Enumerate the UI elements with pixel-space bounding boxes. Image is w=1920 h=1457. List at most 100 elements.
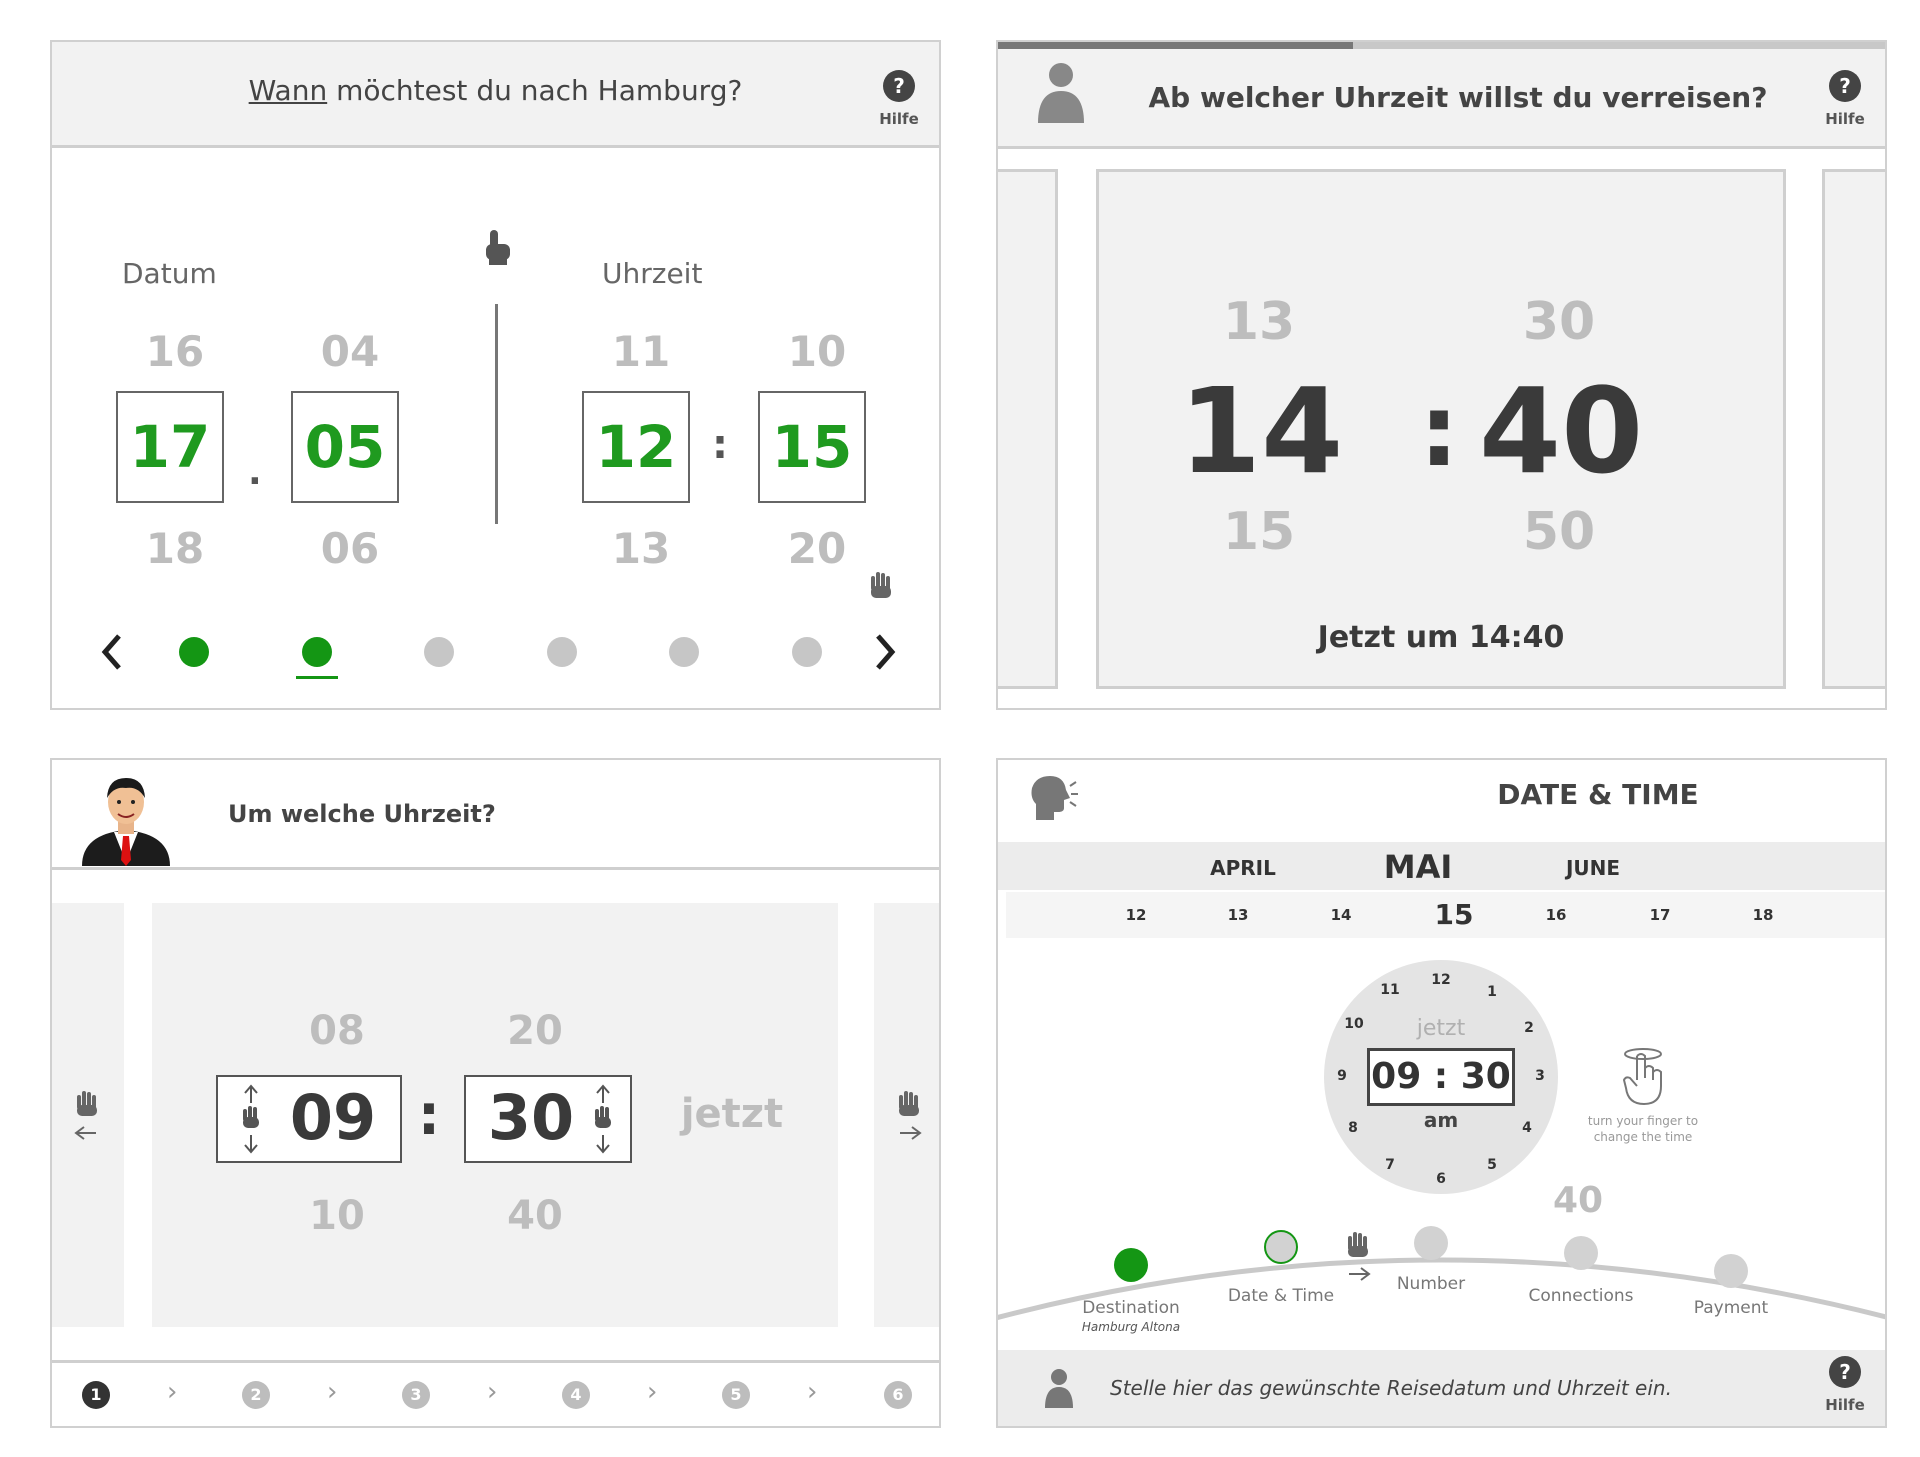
chevron-right-icon[interactable] <box>870 632 900 672</box>
month-next[interactable]: JUNE <box>1565 856 1621 880</box>
month-prev[interactable]: APRIL <box>1210 856 1276 880</box>
month-strip: APRIL MAI JUNE <box>998 842 1885 890</box>
help-button[interactable]: ? Hilfe <box>1820 70 1870 134</box>
user-icon <box>1045 1369 1073 1408</box>
pagination-dot-4[interactable] <box>547 637 577 667</box>
clock-number-2: 2 <box>1524 1020 1534 1036</box>
step-5[interactable]: 5 <box>722 1381 750 1409</box>
minute-next[interactable]: 40 <box>507 1193 563 1239</box>
day-prev[interactable]: 16 <box>145 327 205 376</box>
rotate-finger-icon <box>1622 1048 1662 1106</box>
minute-next[interactable]: 50 <box>1522 502 1596 562</box>
clock-number-9: 9 <box>1337 1068 1347 1084</box>
ampm-label[interactable]: am <box>1423 1108 1459 1132</box>
next-card[interactable] <box>874 903 939 1327</box>
step-4[interactable]: 4 <box>562 1381 590 1409</box>
pagination-current-underline <box>296 676 338 679</box>
help-icon: ? <box>1829 70 1861 102</box>
day-12[interactable]: 12 <box>1125 906 1147 924</box>
pagination-dot-1[interactable] <box>179 637 209 667</box>
footer-bar: Stelle hier das gewünschte Reisedatum un… <box>998 1350 1885 1426</box>
day-strip: 12 13 14 15 16 17 18 <box>1006 892 1885 938</box>
month-prev[interactable]: 04 <box>320 327 380 376</box>
minute-prev[interactable]: 20 <box>507 1008 563 1054</box>
step-6[interactable]: 6 <box>884 1381 912 1409</box>
step-destination-dot[interactable] <box>1114 1248 1148 1282</box>
clock-number-12: 12 <box>1431 972 1451 988</box>
hour-box[interactable]: 09 <box>216 1075 402 1163</box>
pagination-dot-3[interactable] <box>424 637 454 667</box>
hour-prev[interactable]: 08 <box>309 1008 365 1054</box>
minute-next[interactable]: 20 <box>787 524 847 573</box>
hour-value[interactable]: 12 <box>582 391 690 503</box>
pagination-dot-6[interactable] <box>792 637 822 667</box>
minute-prev[interactable]: 10 <box>787 327 847 376</box>
step-payment-dot[interactable] <box>1714 1254 1748 1288</box>
clock-number-5: 5 <box>1487 1157 1497 1173</box>
day-14[interactable]: 14 <box>1330 906 1352 924</box>
step-1[interactable]: 1 <box>82 1381 110 1409</box>
hour-next[interactable]: 10 <box>309 1193 365 1239</box>
now-label[interactable]: jetzt <box>1416 1016 1466 1041</box>
help-icon: ? <box>1829 1356 1861 1388</box>
next-card[interactable] <box>1822 169 1885 689</box>
pointing-hand-icon <box>486 230 510 265</box>
step-datetime-label: Date & Time <box>1227 1286 1335 1306</box>
day-13[interactable]: 13 <box>1227 906 1249 924</box>
hour-value[interactable]: 14 <box>1179 362 1344 500</box>
pagination-dot-2[interactable] <box>302 637 332 667</box>
minute-value[interactable]: 15 <box>758 391 866 503</box>
month-value[interactable]: 05 <box>291 391 399 503</box>
minute-prev[interactable]: 30 <box>1522 292 1596 352</box>
clock-time-display: 09 : 30 <box>1367 1048 1515 1106</box>
step-datetime-dot[interactable] <box>1264 1230 1298 1264</box>
hour-value: 09 <box>289 1081 377 1154</box>
month-next[interactable]: 06 <box>320 524 380 573</box>
hour-prev[interactable]: 13 <box>1222 292 1296 352</box>
help-button[interactable]: ? Hilfe <box>1820 1356 1870 1420</box>
prev-card[interactable] <box>52 903 124 1327</box>
day-16[interactable]: 16 <box>1545 906 1567 924</box>
page-title: Um welche Uhrzeit? <box>228 800 496 828</box>
now-button[interactable]: jetzt <box>680 1091 784 1137</box>
panel-date-time-picker: Wann möchtest du nach Hamburg? ? Hilfe D… <box>50 40 941 710</box>
minute-box[interactable]: 30 <box>464 1075 632 1163</box>
progress-track <box>998 42 1885 49</box>
clock-number-11: 11 <box>1380 982 1400 998</box>
day-17[interactable]: 17 <box>1649 906 1671 924</box>
hour-next[interactable]: 15 <box>1222 502 1296 562</box>
help-button[interactable]: ? Hilfe <box>874 70 924 134</box>
clock-number-8: 8 <box>1348 1120 1358 1136</box>
panel-time-selection: Um welche Uhrzeit? 08 09 <box>50 758 941 1428</box>
step-3[interactable]: 3 <box>402 1381 430 1409</box>
swipe-hand-icon <box>871 572 891 598</box>
step-2[interactable]: 2 <box>242 1381 270 1409</box>
day-value[interactable]: 17 <box>116 391 224 503</box>
instruction-text: Stelle hier das gewünschte Reisedatum un… <box>1110 1376 1672 1400</box>
minute-value[interactable]: 40 <box>1479 362 1644 500</box>
step-connections-dot[interactable] <box>1564 1236 1598 1270</box>
step-connections-label: Connections <box>1528 1286 1634 1306</box>
clock-number-7: 7 <box>1385 1157 1395 1173</box>
clock-number-1: 1 <box>1487 984 1497 1000</box>
svg-text:?: ? <box>1839 74 1851 98</box>
businessman-avatar <box>82 778 170 866</box>
chevron-left-icon[interactable] <box>97 632 127 672</box>
title-rest: möchtest du nach Hamburg? <box>336 74 743 107</box>
day-18[interactable]: 18 <box>1752 906 1774 924</box>
step-number-dot[interactable] <box>1414 1226 1448 1260</box>
day-next[interactable]: 18 <box>145 524 205 573</box>
day-15-selected[interactable]: 15 <box>1434 898 1474 931</box>
header: Um welche Uhrzeit? <box>52 760 939 870</box>
time-separator: : <box>417 1083 441 1148</box>
month-current[interactable]: MAI <box>1383 848 1453 886</box>
clock-dial[interactable]: 12 1 2 3 4 5 6 7 8 9 10 11 jetzt 09 : 30… <box>1324 960 1558 1194</box>
time-card: 13 14 15 : 30 40 50 Jetzt um 14:40 <box>1096 169 1786 689</box>
hour-prev[interactable]: 11 <box>611 327 671 376</box>
time-separator: : <box>1419 372 1459 489</box>
pagination-dot-5[interactable] <box>669 637 699 667</box>
panel-date-time-clock: DATE & TIME APRIL MAI JUNE 12 13 14 15 1… <box>996 758 1887 1428</box>
speaking-head-icon[interactable] <box>1028 774 1078 822</box>
hour-next[interactable]: 13 <box>611 524 671 573</box>
prev-card[interactable] <box>998 169 1058 689</box>
